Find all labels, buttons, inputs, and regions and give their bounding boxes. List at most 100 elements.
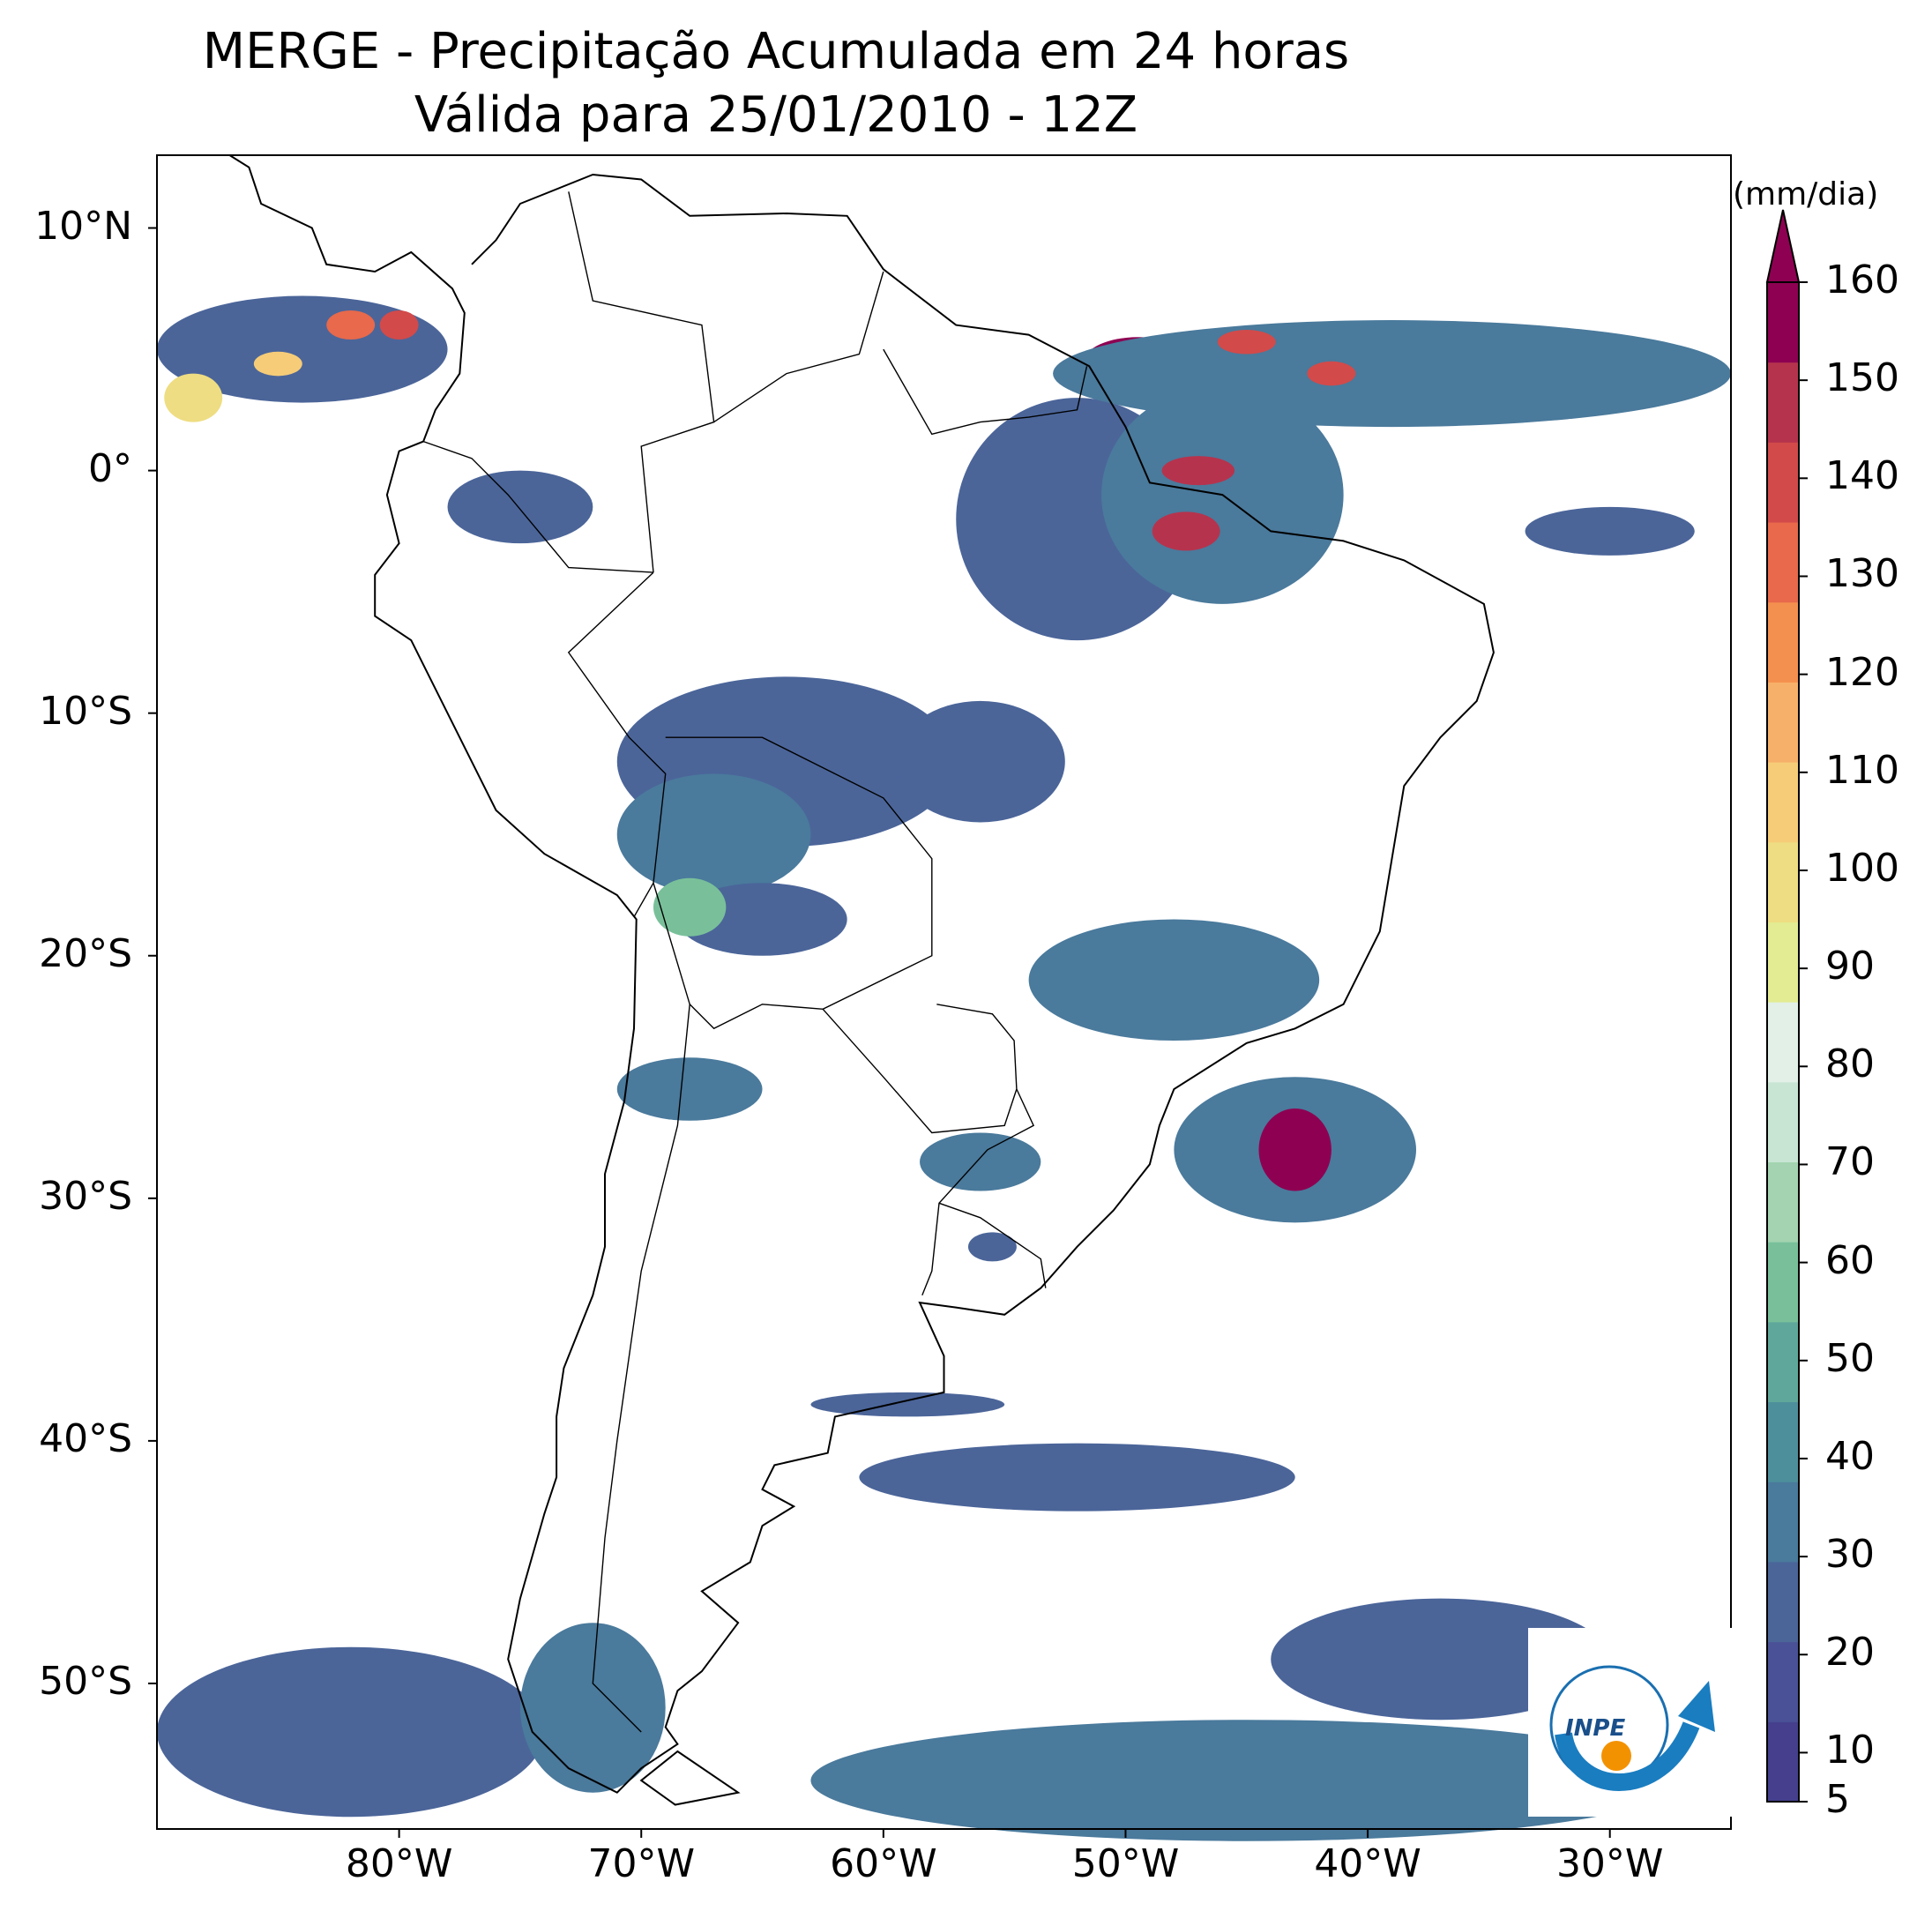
lat-label: 50°S xyxy=(39,1658,132,1704)
colorbar-segment xyxy=(1767,522,1799,603)
precipitation-area xyxy=(326,310,376,340)
country-border xyxy=(653,736,933,1030)
map-title: MERGE - Precipitação Acumulada em 24 hor… xyxy=(202,23,1350,80)
colorbar-segment xyxy=(1767,1242,1799,1323)
country-border xyxy=(592,1004,690,1733)
colorbar-tick-label: 10 xyxy=(1825,1728,1875,1773)
colorbar-segment xyxy=(1767,442,1799,523)
lat-label: 10°S xyxy=(39,688,132,734)
precipitation-area xyxy=(253,351,302,377)
precipitation-area xyxy=(447,470,593,544)
colorbar-segment xyxy=(1767,841,1799,922)
logo-arrowhead-icon xyxy=(1678,1681,1715,1732)
colorbar-tick-label: 140 xyxy=(1825,453,1899,499)
precipitation-area xyxy=(859,1443,1295,1512)
precipitation-area xyxy=(1258,1109,1332,1191)
map-frame xyxy=(156,154,1732,1830)
lat-label: 30°S xyxy=(39,1173,132,1219)
logo-text: INPE xyxy=(1565,1715,1625,1742)
colorbar-unit-label: (mm/dia) xyxy=(1733,176,1879,213)
lon-label: 40°W xyxy=(1314,1841,1421,1886)
colorbar xyxy=(1765,209,1808,1803)
logo-arrow-icon xyxy=(1555,1721,1700,1791)
colorbar-tick-label: 110 xyxy=(1825,747,1899,793)
lon-label: 30°W xyxy=(1555,1841,1664,1886)
logo-sun-icon xyxy=(1601,1741,1631,1771)
colorbar-segment xyxy=(1767,1482,1799,1563)
country-border xyxy=(422,440,654,573)
precipitation-layer xyxy=(157,295,1731,1841)
coastlines-borders xyxy=(228,154,1495,1806)
precipitation-area xyxy=(653,877,727,937)
colorbar-segment xyxy=(1767,1321,1799,1403)
axis-ticks xyxy=(148,227,1611,1838)
colorbar-tick-label: 90 xyxy=(1825,944,1875,989)
lon-label: 80°W xyxy=(345,1841,453,1886)
colorbar-segment xyxy=(1767,1002,1799,1083)
colorbar-tick-label: 100 xyxy=(1825,845,1899,891)
colorbar-segment xyxy=(1767,682,1799,763)
precipitation-area xyxy=(810,1392,1005,1417)
colorbar-segment xyxy=(1767,762,1799,843)
country-border xyxy=(883,348,1088,436)
precipitation-area xyxy=(1525,506,1695,556)
precipitation-area xyxy=(1217,330,1276,355)
lon-label: 60°W xyxy=(830,1841,937,1886)
precipitation-area xyxy=(616,1057,763,1121)
precipitation-area xyxy=(616,773,811,895)
colorbar-tick-label: 120 xyxy=(1825,649,1899,695)
precipitation-area xyxy=(920,1132,1041,1191)
colorbar-frame xyxy=(1766,281,1800,1803)
precipitation-area xyxy=(895,700,1065,823)
precipitation-area xyxy=(379,310,419,340)
lat-label: 20°S xyxy=(39,930,132,976)
tierra-del-fuego-coastline xyxy=(639,1750,741,1806)
colorbar-segment xyxy=(1767,922,1799,1003)
lat-label: 40°S xyxy=(39,1415,132,1461)
precipitation-area xyxy=(1028,919,1320,1041)
colorbar-tick-label: 30 xyxy=(1825,1532,1875,1578)
country-border xyxy=(567,571,667,918)
precipitation-area xyxy=(157,295,448,403)
precipitation-area xyxy=(519,1623,666,1793)
colorbar-segment xyxy=(1767,1081,1799,1163)
precipitation-area xyxy=(1152,511,1220,551)
country-border xyxy=(713,271,884,423)
colorbar-tick-label: 130 xyxy=(1825,551,1899,597)
colorbar-tick-label: 80 xyxy=(1825,1041,1875,1087)
colorbar-segment xyxy=(1767,1401,1799,1482)
colorbar-tick-label: 150 xyxy=(1825,355,1899,401)
south-america-coastline xyxy=(228,154,1495,1794)
lat-label: 0° xyxy=(88,445,132,491)
precipitation-area xyxy=(967,1232,1017,1262)
colorbar-segment xyxy=(1767,1161,1799,1243)
map-subtitle: Válida para 25/01/2010 - 12Z xyxy=(414,86,1138,144)
precipitation-area xyxy=(1271,1598,1610,1721)
colorbar-tick-label: 50 xyxy=(1825,1335,1875,1381)
precipitation-area xyxy=(1307,361,1356,386)
country-border xyxy=(568,191,715,573)
country-border xyxy=(938,1202,1047,1288)
precipitation-area xyxy=(810,1720,1683,1841)
colorbar-segment xyxy=(1767,1561,1799,1643)
colorbar-tick-label: 40 xyxy=(1825,1433,1875,1479)
colorbar-segment xyxy=(1767,1641,1799,1722)
precipitation-area xyxy=(1161,456,1235,486)
colorbar-tick-label: 5 xyxy=(1825,1777,1850,1822)
lon-label: 70°W xyxy=(587,1841,695,1886)
country-border xyxy=(921,1088,1035,1296)
inpe-logo: INPE xyxy=(1528,1628,1733,1817)
colorbar-segment xyxy=(1767,1721,1799,1803)
precipitation-area xyxy=(1053,320,1731,428)
colorbar-segment xyxy=(1767,362,1799,443)
lat-label: 10°N xyxy=(34,203,132,249)
precipitation-area xyxy=(157,1646,545,1818)
colorbar-tick-label: 70 xyxy=(1825,1139,1875,1185)
colorbar-segment xyxy=(1767,282,1799,363)
colorbar-segment xyxy=(1767,601,1799,683)
lon-label: 50°W xyxy=(1071,1841,1180,1886)
precipitation-area xyxy=(164,373,223,422)
colorbar-tick-label: 60 xyxy=(1825,1237,1875,1283)
colorbar-tick-label: 160 xyxy=(1825,258,1899,302)
